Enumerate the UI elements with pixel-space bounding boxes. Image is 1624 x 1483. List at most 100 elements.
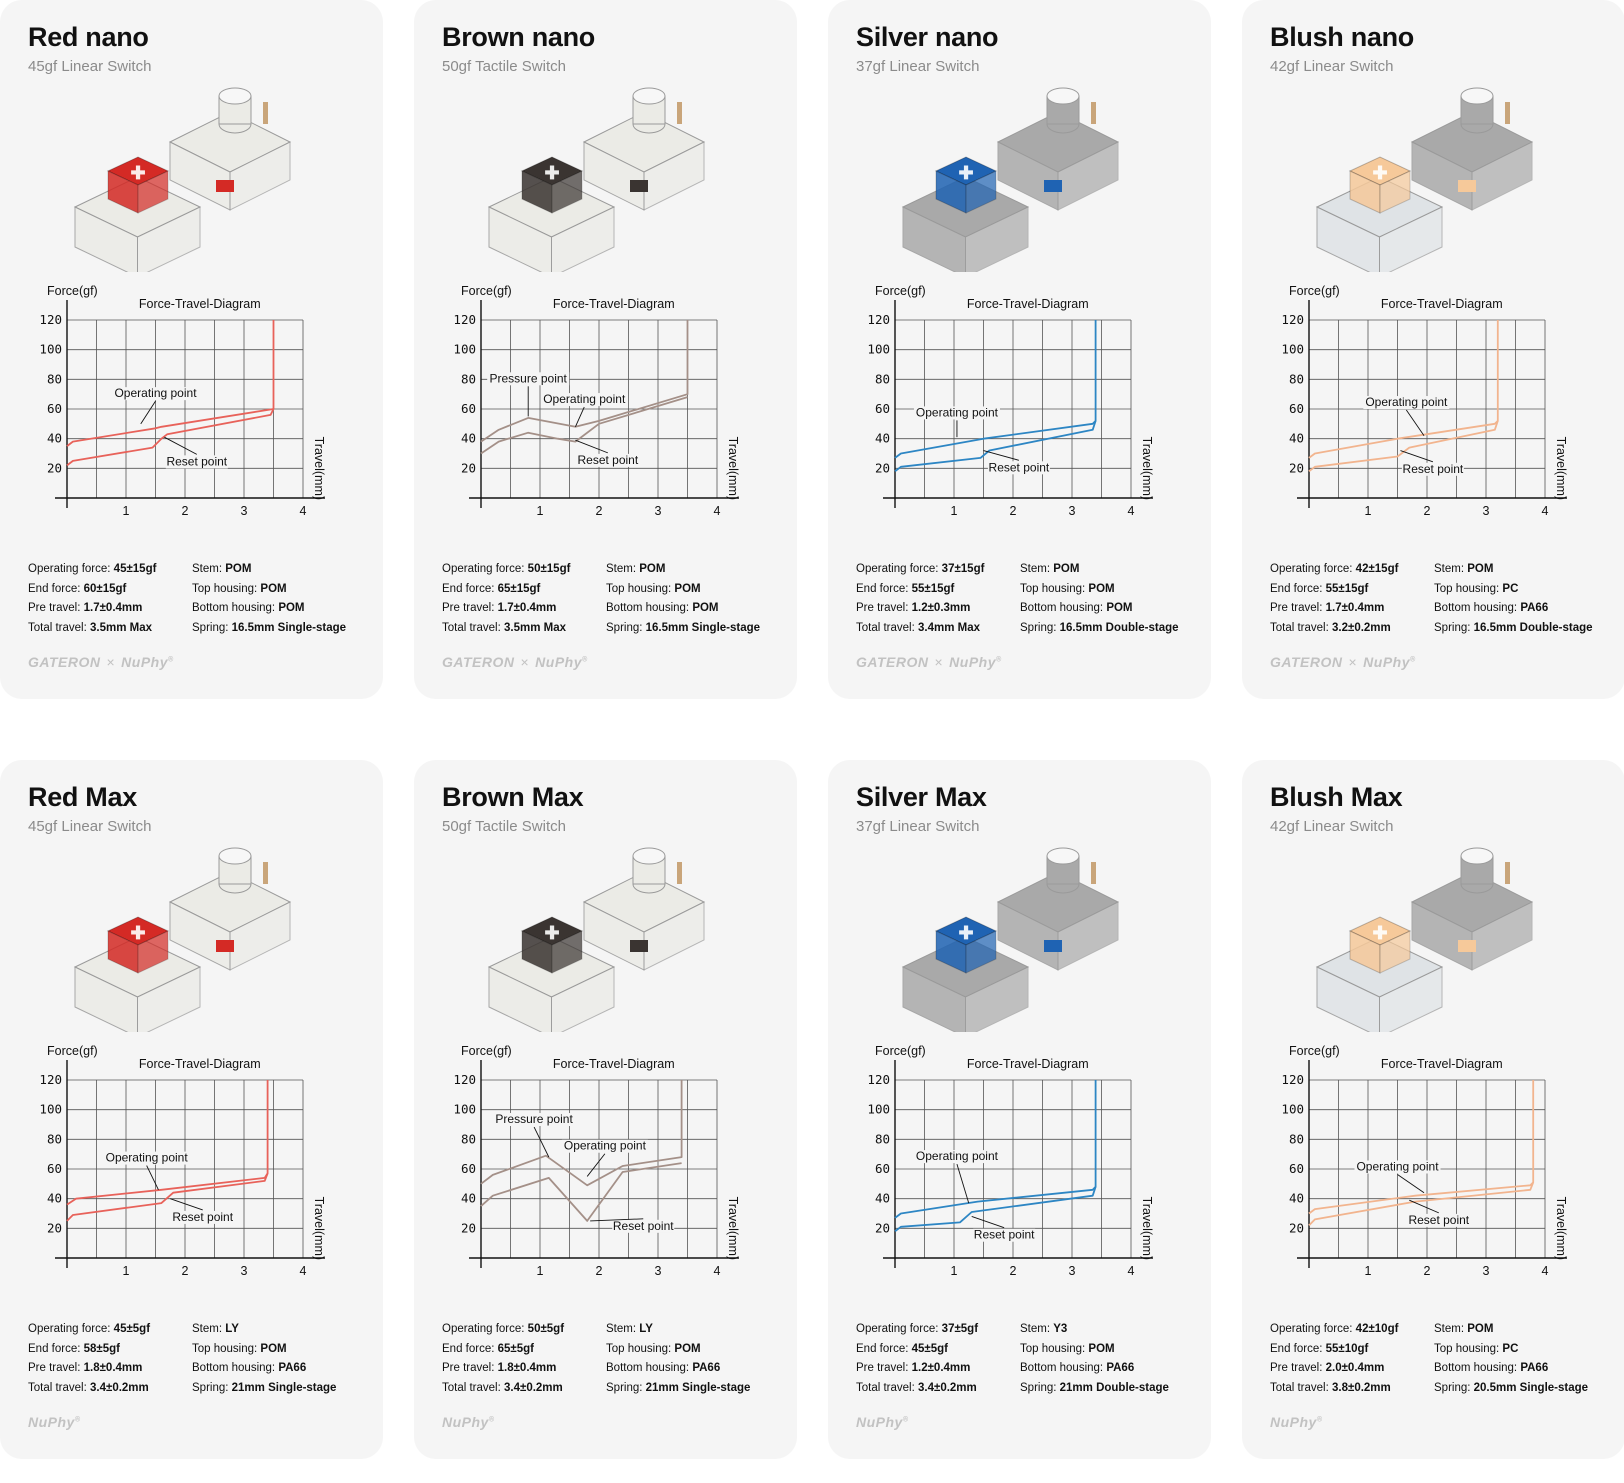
switch-subtitle: 42gf Linear Switch bbox=[1270, 58, 1394, 75]
x-axis-label: Travel(mm) bbox=[1554, 437, 1568, 500]
spec-value: 55±15gf bbox=[1325, 582, 1369, 595]
spec-value: 2.0±0.4mm bbox=[1325, 1362, 1385, 1374]
spec-label: Spring: bbox=[1434, 1381, 1471, 1394]
switch-image: ✚ bbox=[901, 87, 1120, 272]
spec-label: Stem: bbox=[606, 1323, 637, 1335]
x-tick-label: 2 bbox=[596, 1264, 603, 1278]
spec-row: Operating force: 45±5gf bbox=[28, 1320, 150, 1340]
switch-card: Blush nano 42gf Linear Switch ✚ 120 100 80 60 4… bbox=[1242, 0, 1624, 699]
x-tick-label: 2 bbox=[1010, 504, 1017, 518]
y-tick-label: 40 bbox=[1289, 431, 1304, 446]
switch-name: Red nano bbox=[28, 22, 149, 52]
spec-value: 50±15gf bbox=[527, 563, 571, 575]
x-tick-label: 3 bbox=[1069, 1264, 1076, 1278]
spec-label: Top housing: bbox=[1020, 582, 1086, 595]
spec-row: Operating force: 37±5gf bbox=[856, 1320, 978, 1340]
collab-x: × bbox=[520, 654, 530, 670]
spec-label: Bottom housing: bbox=[1020, 1362, 1104, 1374]
spec-row: Pre travel: 2.0±0.4mm bbox=[1270, 1359, 1398, 1379]
x-tick-label: 4 bbox=[1128, 504, 1135, 518]
spec-label: End force: bbox=[442, 582, 495, 595]
y-tick-label: 20 bbox=[875, 1220, 890, 1235]
brand-logo: NuPhy® bbox=[442, 1414, 495, 1430]
switch-housing-back bbox=[168, 87, 292, 211]
annotation-pointer bbox=[1409, 1199, 1439, 1214]
collab-x: × bbox=[934, 654, 944, 670]
switch-housing-back bbox=[582, 87, 706, 211]
x-tick-label: 2 bbox=[1424, 504, 1431, 518]
spec-row: Spring: 21mm Single-stage bbox=[606, 1379, 750, 1399]
pressure-point-label: Pressure point bbox=[490, 371, 568, 385]
spec-value: PC bbox=[1502, 582, 1519, 595]
chart-title: Force-Travel-Diagram bbox=[139, 1057, 261, 1071]
spec-value: 16.5mm Single-stage bbox=[645, 621, 761, 634]
spec-value: 3.4±0.2mm bbox=[90, 1381, 149, 1394]
svg-text:✚: ✚ bbox=[130, 163, 145, 183]
spec-value: 3.5mm Max bbox=[90, 621, 153, 634]
svg-text:✚: ✚ bbox=[130, 923, 145, 943]
spec-value: PA66 bbox=[692, 1362, 721, 1374]
spec-value: 1.7±0.4mm bbox=[1325, 602, 1385, 614]
spec-row: Stem: POM bbox=[1020, 560, 1179, 580]
press-curve bbox=[894, 1080, 1097, 1219]
spec-row: Operating force: 42±10gf bbox=[1270, 1320, 1398, 1340]
registered-mark: ® bbox=[1410, 656, 1416, 664]
y-tick-label: 40 bbox=[47, 1191, 62, 1206]
spec-row: Top housing: POM bbox=[606, 580, 760, 600]
spec-value: 65±5gf bbox=[497, 1342, 534, 1355]
switch-image: ✚ bbox=[1315, 87, 1534, 272]
switch-stem: ✚ bbox=[1348, 156, 1412, 214]
spec-label: Pre travel: bbox=[1270, 1362, 1323, 1374]
spec-value: PA66 bbox=[1520, 602, 1549, 614]
reset-point-label: Reset point bbox=[1403, 462, 1464, 476]
svg-text:✚: ✚ bbox=[544, 923, 559, 943]
gateron-logo: GATERON bbox=[1270, 654, 1343, 670]
spec-row: Pre travel: 1.7±0.4mm bbox=[1270, 599, 1398, 619]
y-axis-label: Force(gf) bbox=[461, 285, 512, 298]
x-tick-label: 3 bbox=[241, 504, 248, 518]
spec-value: 16.5mm Double-stage bbox=[1059, 621, 1179, 634]
spec-list-right: Stem: LY Top housing: POM Bottom housing: … bbox=[192, 1320, 336, 1398]
y-tick-label: 20 bbox=[47, 1220, 62, 1235]
annotation-pointer bbox=[574, 406, 585, 427]
spec-value: POM bbox=[692, 602, 719, 614]
spec-value: 45±15gf bbox=[113, 563, 157, 575]
spec-label: Total travel: bbox=[856, 1381, 915, 1394]
spec-label: End force: bbox=[856, 582, 909, 595]
brand-logo: NuPhy® bbox=[28, 1414, 81, 1430]
annotation-pointer bbox=[146, 1165, 159, 1190]
spec-label: Bottom housing: bbox=[606, 602, 690, 614]
spec-label: Pre travel: bbox=[856, 602, 909, 614]
spec-label: Operating force: bbox=[1270, 563, 1353, 575]
force-travel-chart: 120 100 80 60 40 20 1 2 3 4 Force(gf) Force-Travel-… bbox=[25, 1045, 365, 1305]
annotation-pointer bbox=[533, 1126, 550, 1158]
annotation-bg bbox=[541, 393, 628, 407]
spec-value: 3.4±0.2mm bbox=[504, 1381, 563, 1394]
spec-label: Top housing: bbox=[606, 582, 672, 595]
spec-label: Operating force: bbox=[856, 563, 939, 575]
reset-point-label: Reset point bbox=[1408, 1213, 1469, 1227]
y-tick-label: 100 bbox=[453, 1102, 476, 1117]
spec-row: Top housing: PC bbox=[1434, 580, 1593, 600]
brand-logo: GATERON × NuPhy® bbox=[1270, 654, 1416, 670]
spec-row: Stem: POM bbox=[1434, 560, 1593, 580]
x-tick-label: 2 bbox=[182, 504, 189, 518]
x-tick-label: 3 bbox=[655, 1264, 662, 1278]
spec-value: 37±15gf bbox=[941, 563, 985, 575]
switch-name: Blush nano bbox=[1270, 22, 1414, 52]
spec-label: Operating force: bbox=[442, 1323, 525, 1335]
svg-text:✚: ✚ bbox=[958, 923, 973, 943]
spec-label: Bottom housing: bbox=[1434, 602, 1518, 614]
y-axis-label: Force(gf) bbox=[1289, 285, 1340, 298]
spec-row: End force: 65±5gf bbox=[442, 1340, 564, 1360]
switch-housing-front bbox=[901, 936, 1030, 1032]
x-tick-label: 3 bbox=[655, 504, 662, 518]
spec-value: 3.4mm Max bbox=[918, 621, 981, 634]
spec-value: 50±5gf bbox=[527, 1323, 565, 1335]
spec-label: Stem: bbox=[1020, 563, 1051, 575]
spec-row: End force: 60±15gf bbox=[28, 580, 156, 600]
spec-value: POM bbox=[674, 582, 701, 595]
spec-value: POM bbox=[225, 563, 252, 575]
annotation-pointer bbox=[590, 1218, 644, 1222]
x-axis-label: Travel(mm) bbox=[312, 437, 326, 500]
